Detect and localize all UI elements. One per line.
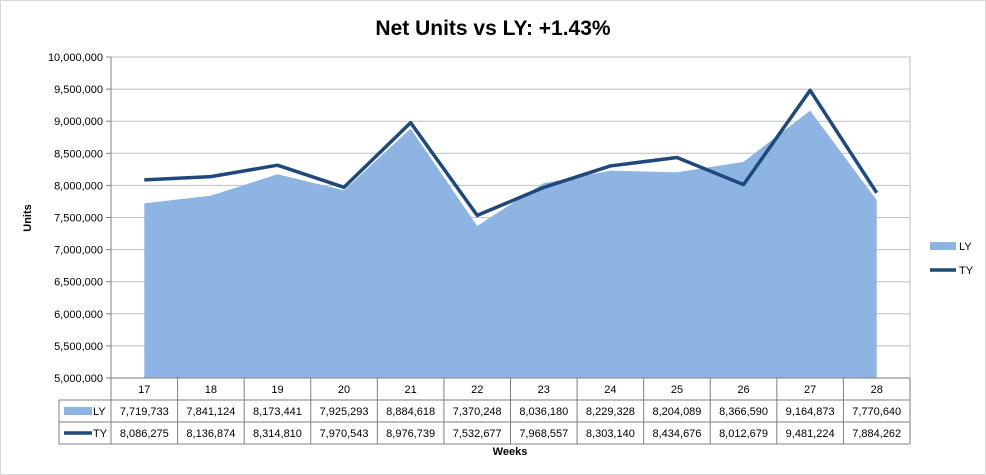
ty-value-cell: 7,884,262 xyxy=(852,428,901,440)
ly-value-cell: 7,925,293 xyxy=(320,406,369,418)
x-tick-label: 21 xyxy=(405,384,417,396)
ty-value-cell: 8,086,275 xyxy=(120,428,169,440)
y-tick-label: 5,500,000 xyxy=(54,341,103,353)
ly-value-cell: 8,173,441 xyxy=(253,406,302,418)
y-tick-label: 10,000,000 xyxy=(48,52,103,64)
ty-value-cell: 8,976,739 xyxy=(386,428,435,440)
ly-value-cell: 8,884,618 xyxy=(386,406,435,418)
x-tick-label: 18 xyxy=(205,384,217,396)
x-tick-label: 24 xyxy=(604,384,616,396)
y-tick-label: 8,000,000 xyxy=(54,180,103,192)
ly-value-cell: 7,719,733 xyxy=(120,406,169,418)
y-tick-label: 6,500,000 xyxy=(54,277,103,289)
y-tick-label: 7,000,000 xyxy=(54,245,103,257)
ty-row-header: TY xyxy=(93,428,108,440)
data-table: 17 18 19 20 21 22 23 24 25 26 27 28 LY TY 7,719,733 7,8… xyxy=(58,377,911,445)
y-tick-label: 8,500,000 xyxy=(54,148,103,160)
plot-area xyxy=(144,88,879,379)
x-tick-label: 23 xyxy=(538,384,550,396)
ly-area xyxy=(144,110,877,379)
y-axis-label: Units xyxy=(22,204,34,232)
y-tick-label: 9,500,000 xyxy=(54,84,103,96)
x-axis-label: Weeks xyxy=(493,446,528,458)
x-tick-label: 20 xyxy=(338,384,350,396)
legend-ty-label: TY xyxy=(959,265,974,277)
ly-value-cell: 7,841,124 xyxy=(186,406,235,418)
legend: LY TY xyxy=(930,241,974,277)
ty-value-cell: 8,136,874 xyxy=(186,428,235,440)
ty-value-cell: 8,434,676 xyxy=(652,428,701,440)
y-axis-ticks: 5,000,000 5,500,000 6,000,000 6,500,000 7,00… xyxy=(48,52,112,385)
x-tick-label: 22 xyxy=(471,384,483,396)
x-tick-label: 26 xyxy=(737,384,749,396)
y-tick-label: 9,000,000 xyxy=(54,116,103,128)
y-tick-label: 7,500,000 xyxy=(54,213,103,225)
ty-line xyxy=(144,88,879,218)
ly-value-cell: 8,366,590 xyxy=(719,406,768,418)
x-tick-label: 17 xyxy=(138,384,150,396)
x-tick-label: 19 xyxy=(271,384,283,396)
ly-row-header: LY xyxy=(93,406,106,418)
legend-ly-label: LY xyxy=(959,241,972,253)
ty-value-cell: 8,314,810 xyxy=(253,428,302,440)
ty-value-cell: 7,970,543 xyxy=(320,428,369,440)
x-tick-label: 25 xyxy=(671,384,683,396)
ly-value-cell: 9,164,873 xyxy=(786,406,835,418)
ty-value-cell: 7,532,677 xyxy=(453,428,502,440)
y-tick-label: 6,000,000 xyxy=(54,309,103,321)
ly-value-cell: 7,370,248 xyxy=(453,406,502,418)
ty-value-cell: 8,303,140 xyxy=(586,428,635,440)
legend-ly-swatch xyxy=(930,242,956,250)
x-tick-label: 28 xyxy=(871,384,883,396)
ly-value-cell: 8,036,180 xyxy=(519,406,568,418)
x-tick-label: 27 xyxy=(804,384,816,396)
ty-value-cell: 9,481,224 xyxy=(786,428,835,440)
ty-value-cell: 7,968,557 xyxy=(519,428,568,440)
chart-title: Net Units vs LY: +1.43% xyxy=(375,17,611,40)
ty-value-cell: 8,012,679 xyxy=(719,428,768,440)
ly-value-cell: 8,204,089 xyxy=(652,406,701,418)
y-tick-label: 5,000,000 xyxy=(54,373,103,385)
ly-table-key xyxy=(64,407,92,415)
ly-value-cell: 8,229,328 xyxy=(586,406,635,418)
ly-value-cell: 7,770,640 xyxy=(852,406,901,418)
